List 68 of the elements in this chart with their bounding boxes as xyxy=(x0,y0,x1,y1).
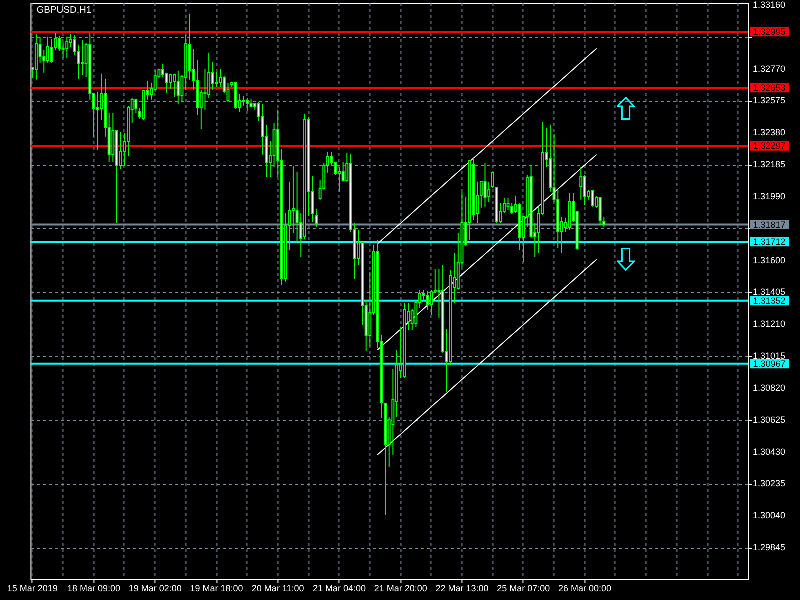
y-tick-label: 1.30430 xyxy=(753,446,786,457)
candlestick xyxy=(591,189,594,208)
y-tick-label: 1.32575 xyxy=(753,96,786,106)
ref-line-label: 1.32995 xyxy=(753,26,786,37)
candlestick xyxy=(58,35,61,52)
ref-line-label: 1.30967 xyxy=(753,358,786,369)
candlestick xyxy=(62,41,65,58)
candlestick xyxy=(314,208,318,228)
candlestick xyxy=(46,36,50,64)
candlestick xyxy=(430,289,434,316)
candlestick xyxy=(488,181,491,203)
ref-line-label: 1.31352 xyxy=(753,296,786,306)
chart-title: GBPUSD,H1 xyxy=(36,5,92,16)
x-tick-label: 25 Mar 07:00 xyxy=(497,584,550,594)
candlestick xyxy=(338,166,341,192)
y-tick-label: 1.30820 xyxy=(753,382,786,393)
y-tick-label: 1.31015 xyxy=(753,351,786,362)
candlestick xyxy=(506,197,510,211)
y-tick-label: 1.30625 xyxy=(753,414,786,425)
y-tick-label: 1.31600 xyxy=(753,255,786,266)
x-tick-label: 20 Mar 11:00 xyxy=(252,584,304,594)
y-tick-label: 1.32185 xyxy=(753,160,786,170)
x-tick-label: 15 Mar 2019 xyxy=(7,584,58,594)
line-series xyxy=(377,259,597,456)
y-tick-label: 1.33160 xyxy=(753,0,786,10)
candlestick xyxy=(598,196,602,226)
candlestick xyxy=(426,290,430,310)
candlestick xyxy=(176,70,180,104)
candlestick xyxy=(246,97,249,112)
candlestick xyxy=(154,69,157,92)
candlestick xyxy=(119,131,122,170)
candlestick xyxy=(165,72,168,94)
candlestick xyxy=(173,73,176,98)
line-series xyxy=(377,48,597,244)
y-tick-label: 1.29845 xyxy=(753,542,786,553)
ref-line-label: 1.32653 xyxy=(753,82,786,93)
ref-line-label: 1.31712 xyxy=(753,236,786,247)
candlestick xyxy=(134,98,138,114)
x-tick-label: 26 Mar 00:00 xyxy=(558,584,612,594)
candlestick xyxy=(292,166,295,234)
y-tick-label: 1.30235 xyxy=(753,478,786,489)
x-tick-label: 21 Mar 04:00 xyxy=(312,584,366,594)
y-tick-label: 1.32380 xyxy=(753,128,786,138)
y-tick-label: 1.32770 xyxy=(753,64,786,74)
y-tick-label: 1.30040 xyxy=(753,510,786,521)
ref-line-label: 1.32297 xyxy=(753,141,786,152)
candlestick xyxy=(215,71,218,88)
y-tick-label: 1.31990 xyxy=(753,191,786,202)
candlestick xyxy=(242,95,246,106)
x-tick-label: 21 Mar 20:00 xyxy=(374,584,428,594)
candlestick xyxy=(80,39,84,76)
candlestick xyxy=(484,162,487,208)
x-tick-label: 22 Mar 13:00 xyxy=(436,584,489,594)
candlestick xyxy=(342,161,345,182)
y-tick-label: 1.31210 xyxy=(753,319,786,330)
candlestick xyxy=(112,112,115,162)
candlestick xyxy=(491,171,494,188)
candlestick xyxy=(583,174,586,206)
x-tick-label: 19 Mar 02:00 xyxy=(128,584,182,594)
ref-line-label: 1.31817 xyxy=(753,220,786,230)
x-tick-label: 18 Mar 09:00 xyxy=(67,584,121,594)
candlestick xyxy=(208,52,211,98)
y-tick-label: 1.31405 xyxy=(753,287,786,298)
candlestick xyxy=(169,73,172,90)
x-tick-label: 19 Mar 18:00 xyxy=(190,584,244,594)
candlestick xyxy=(580,166,583,200)
candlestick xyxy=(66,36,69,58)
candlestick xyxy=(204,68,207,110)
